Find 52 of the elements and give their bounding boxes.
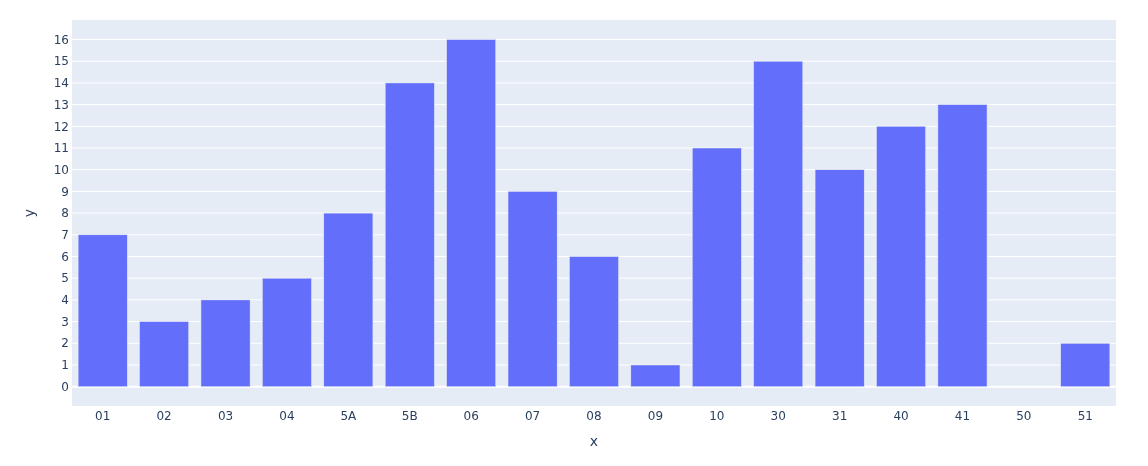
y-tick-label: 11 <box>53 141 69 156</box>
x-axis-title: x <box>589 433 599 449</box>
bar <box>1060 343 1111 387</box>
bar <box>323 212 374 387</box>
x-tick-label: 01 <box>95 409 111 423</box>
y-tick-label: 9 <box>61 184 69 199</box>
x-tick-label: 30 <box>770 409 786 423</box>
y-tick-label: 4 <box>61 293 69 308</box>
y-tick-label: 7 <box>61 228 69 243</box>
y-tick-label: 13 <box>53 97 69 112</box>
bar <box>814 169 865 387</box>
x-tick-label: 5A <box>340 409 358 423</box>
y-tick-label: 15 <box>53 54 69 69</box>
x-tick-label: 40 <box>893 409 909 423</box>
x-tick-label: 09 <box>647 409 664 423</box>
x-tick-label: 07 <box>524 409 541 423</box>
x-tick-label: 5B <box>401 409 418 423</box>
bar <box>630 364 681 387</box>
bar <box>77 234 128 387</box>
bar <box>937 104 988 387</box>
bar <box>200 299 251 387</box>
x-tick-label: 31 <box>832 409 848 423</box>
y-tick-label: 0 <box>61 379 69 394</box>
y-tick-label: 2 <box>61 336 69 351</box>
bar <box>507 191 558 387</box>
y-tick-label: 6 <box>61 249 69 264</box>
y-tick-label: 8 <box>61 206 69 221</box>
y-tick-label: 10 <box>53 162 69 177</box>
bar <box>692 147 742 387</box>
bar <box>262 277 312 387</box>
y-tick-label: 12 <box>53 119 69 134</box>
y-tick-label: 1 <box>61 358 69 373</box>
y-tick-label: 3 <box>61 314 69 329</box>
x-tick-label: 02 <box>156 409 172 423</box>
y-axis-title: y <box>21 208 37 218</box>
bar <box>876 126 926 387</box>
y-tick-label: 16 <box>53 32 69 47</box>
x-tick-label: 08 <box>586 409 602 423</box>
bar <box>139 321 189 387</box>
x-tick-label: 06 <box>463 409 479 423</box>
x-tick-label: 51 <box>1077 409 1093 423</box>
x-tick-label: 41 <box>954 409 971 423</box>
x-tick-label: 03 <box>217 409 234 423</box>
bar <box>569 256 619 387</box>
bar <box>446 39 496 387</box>
x-tick-label: 10 <box>709 409 725 423</box>
bar <box>384 82 435 387</box>
x-tick-label: 50 <box>1016 409 1032 423</box>
bar <box>753 60 804 387</box>
y-tick-label: 5 <box>61 271 69 286</box>
y-tick-label: 14 <box>53 76 69 91</box>
x-tick-label: 04 <box>279 409 295 423</box>
